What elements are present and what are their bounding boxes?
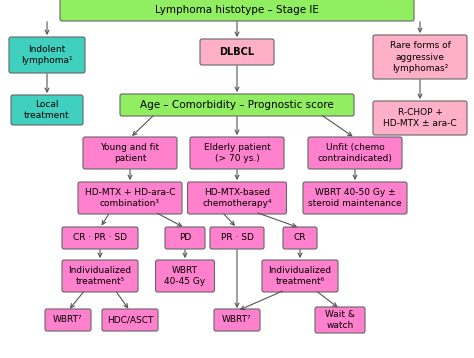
Text: Rare forms of
aggressive
lymphomas²: Rare forms of aggressive lymphomas² [390,42,450,73]
FancyBboxPatch shape [62,227,138,249]
FancyBboxPatch shape [315,307,365,333]
FancyBboxPatch shape [62,260,138,292]
Text: HD-MTX-based
chemotherapy⁴: HD-MTX-based chemotherapy⁴ [202,188,272,208]
FancyBboxPatch shape [120,94,354,116]
Text: Elderly patient
(> 70 ys.): Elderly patient (> 70 ys.) [204,143,270,163]
Text: WBRT⁷: WBRT⁷ [222,315,252,324]
Text: R-CHOP +
HD-MTX ± ara-C: R-CHOP + HD-MTX ± ara-C [383,108,457,128]
Text: CR: CR [294,233,306,242]
Text: Young and fit
patient: Young and fit patient [100,143,160,163]
Text: PR · SD: PR · SD [220,233,254,242]
Text: Indolent
lymphoma¹: Indolent lymphoma¹ [21,45,73,65]
FancyBboxPatch shape [200,39,274,65]
Text: CR · PR · SD: CR · PR · SD [73,233,127,242]
FancyBboxPatch shape [373,101,467,135]
Text: Unfit (chemo
contraindicated): Unfit (chemo contraindicated) [318,143,392,163]
FancyBboxPatch shape [165,227,205,249]
FancyBboxPatch shape [45,309,91,331]
Text: Lymphoma histotype – Stage IE: Lymphoma histotype – Stage IE [155,5,319,15]
FancyBboxPatch shape [60,0,414,21]
Text: WBRT
40-45 Gy: WBRT 40-45 Gy [164,266,206,286]
Text: WBRT⁷: WBRT⁷ [53,315,83,324]
Text: PD: PD [179,233,191,242]
Text: HD-MTX + HD-ara-C
combination³: HD-MTX + HD-ara-C combination³ [85,188,175,208]
Text: Age – Comorbidity – Prognostic score: Age – Comorbidity – Prognostic score [140,100,334,110]
FancyBboxPatch shape [308,137,402,169]
Text: Individualized
treatment⁶: Individualized treatment⁶ [268,266,331,286]
FancyBboxPatch shape [188,182,286,214]
FancyBboxPatch shape [11,95,83,125]
FancyBboxPatch shape [373,35,467,79]
FancyBboxPatch shape [102,309,158,331]
FancyBboxPatch shape [155,260,215,292]
Text: HDC/ASCT: HDC/ASCT [107,315,153,324]
FancyBboxPatch shape [214,309,260,331]
FancyBboxPatch shape [9,37,85,73]
FancyBboxPatch shape [83,137,177,169]
FancyBboxPatch shape [303,182,407,214]
Text: WBRT 40-50 Gy ±
steroid maintenance: WBRT 40-50 Gy ± steroid maintenance [308,188,402,208]
FancyBboxPatch shape [210,227,264,249]
FancyBboxPatch shape [262,260,338,292]
Text: DLBCL: DLBCL [219,47,255,57]
Text: Individualized
treatment⁵: Individualized treatment⁵ [68,266,132,286]
Text: Wait &
watch: Wait & watch [325,310,355,330]
FancyBboxPatch shape [283,227,317,249]
FancyBboxPatch shape [190,137,284,169]
FancyBboxPatch shape [78,182,182,214]
Text: Local
treatment: Local treatment [24,100,70,120]
